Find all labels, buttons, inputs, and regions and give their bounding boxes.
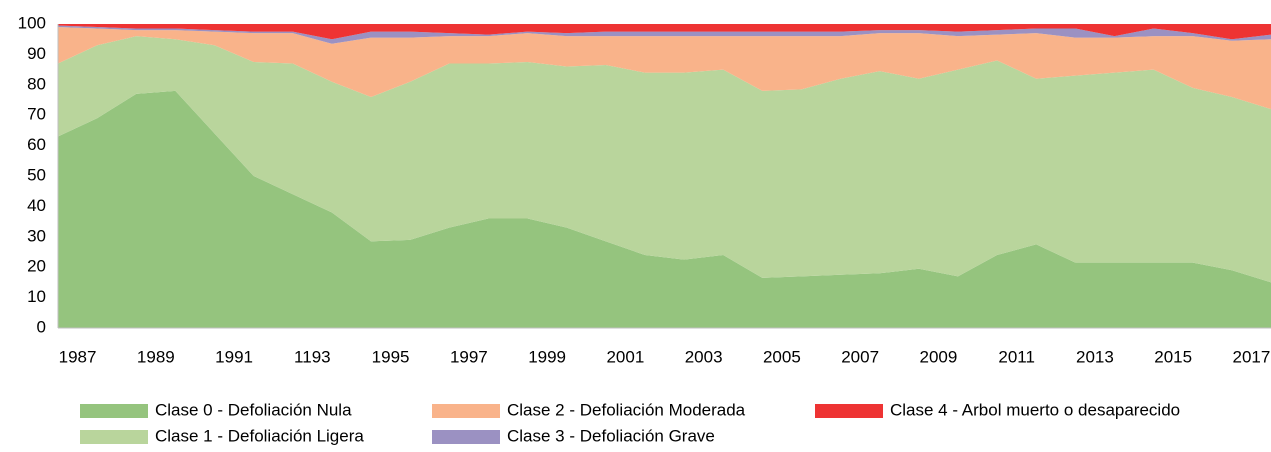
area	[58, 90, 1271, 328]
legend-label: Clase 2 - Defoliación Moderada	[507, 400, 746, 419]
x-tick-label: 1995	[372, 347, 410, 366]
legend-swatch	[432, 404, 500, 418]
y-tick-label: 30	[27, 226, 46, 245]
x-tick-label: 1989	[137, 347, 175, 366]
y-tick-label: 100	[18, 13, 46, 32]
x-tick-label: 2007	[841, 347, 879, 366]
y-tick-label: 20	[27, 257, 46, 276]
legend-swatch	[432, 430, 500, 444]
x-tick-label: 2011	[998, 347, 1035, 366]
legend-label: Clase 1 - Defoliación Ligera	[155, 426, 364, 445]
x-tick-label: 1987	[59, 347, 97, 366]
x-tick-label: 2017	[1233, 347, 1271, 366]
y-tick-label: 60	[27, 135, 46, 154]
x-tick-label: 1193	[294, 347, 331, 366]
legend-label: Clase 0 - Defoliación Nula	[155, 400, 352, 419]
legend-swatch	[815, 404, 883, 418]
x-tick-label: 2013	[1076, 347, 1114, 366]
y-tick-label: 80	[27, 74, 46, 93]
x-tick-label: 2001	[606, 347, 644, 366]
legend-label: Clase 4 - Arbol muerto o desaparecido	[890, 400, 1180, 419]
y-tick-label: 70	[27, 105, 46, 124]
area	[58, 36, 1271, 283]
area	[58, 25, 1271, 44]
y-tick-label: 0	[37, 317, 46, 336]
y-tick-label: 90	[27, 44, 46, 63]
y-tick-label: 40	[27, 196, 46, 215]
x-tick-label: 2005	[763, 347, 801, 366]
x-tick-label: 1999	[528, 347, 566, 366]
legend-swatch	[80, 430, 148, 444]
legend-swatch	[80, 404, 148, 418]
x-tick-label: 2003	[685, 347, 723, 366]
area	[58, 27, 1271, 110]
x-tick-label: 1997	[450, 347, 488, 366]
legend-label: Clase 3 - Defoliación Grave	[507, 426, 715, 445]
x-tick-label: 2009	[919, 347, 957, 366]
area	[58, 24, 1271, 40]
x-tick-label: 2015	[1154, 347, 1192, 366]
x-tick-label: 1991	[215, 347, 253, 366]
y-tick-label: 50	[27, 165, 46, 184]
y-tick-label: 10	[27, 287, 46, 306]
